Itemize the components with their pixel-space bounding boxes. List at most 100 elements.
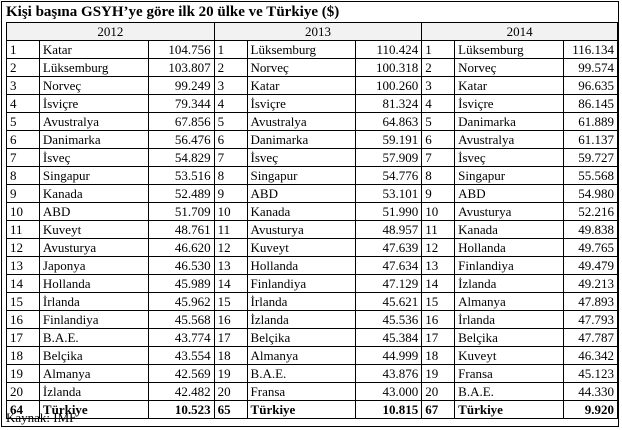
country-cell: Avusturya [246, 220, 357, 239]
country-cell: Almanya [246, 346, 357, 365]
country-cell: Avusturya [38, 238, 149, 257]
table-row: 12 Avusturya 46.620 12 Kuveyt 47.639 12 Holland… [6, 238, 619, 257]
country-cell: Danimarka [246, 130, 357, 149]
year-header: 2014 [421, 22, 618, 41]
value-cell: 53.516 [147, 166, 215, 185]
table-row: 4 İsviçre 79.344 4 İsviçre 81.324 4 İsviçre 86.1… [6, 94, 619, 113]
country-cell: Norveç [454, 58, 564, 77]
value-cell: 45.568 [147, 310, 215, 329]
document-title: Kişi başına GSYH’ye göre ilk 20 ülke ve … [6, 4, 340, 20]
country-cell: İrlanda [454, 310, 564, 329]
rank-cell: 19 [421, 364, 456, 383]
rank-cell: 2 [213, 58, 248, 77]
table-row: 11 Kuveyt 48.761 11 Avusturya 48.957 11 Kanada 4… [6, 220, 619, 239]
table-row: 1 Katar 104.756 1 Lüksemburg 110.424 1 Lüksembu… [6, 40, 619, 59]
country-cell: Avusturya [454, 202, 564, 221]
value-cell: 110.424 [355, 40, 423, 59]
rank-cell: 11 [421, 220, 456, 239]
country-cell: Singapur [454, 166, 564, 185]
value-cell: 43.554 [147, 346, 215, 365]
rank-cell: 17 [6, 328, 40, 347]
country-cell: Avustralya [38, 112, 149, 131]
value-cell: 51.990 [355, 202, 423, 221]
country-cell: Avustralya [246, 112, 357, 131]
rank-cell: 10 [6, 202, 40, 221]
rank-cell: 16 [213, 310, 248, 329]
table-row: 20 İzlanda 42.482 20 Fransa 43.000 20 B.A.E. 44.… [6, 382, 619, 401]
rank-cell: 11 [213, 220, 248, 239]
year-header: 2012 [6, 22, 215, 41]
rank-cell: 5 [421, 112, 456, 131]
value-cell: 45.384 [355, 328, 423, 347]
rank-cell: 6 [421, 130, 456, 149]
value-cell: 53.101 [355, 184, 423, 203]
rank-cell: 8 [6, 166, 40, 185]
rank-cell: 9 [213, 184, 248, 203]
rank-cell: 5 [6, 112, 40, 131]
value-cell: 52.489 [147, 184, 215, 203]
rank-cell: 1 [421, 40, 456, 59]
table-row: 6 Danimarka 56.476 6 Danimarka 59.191 6 Avustra… [6, 130, 619, 149]
source-note: Kaynak: IMF [6, 410, 77, 425]
rank-cell: 17 [213, 328, 248, 347]
value-cell: 43.774 [147, 328, 215, 347]
table-row: 3 Norveç 99.249 3 Katar 100.260 3 Katar 96.635 [6, 76, 619, 95]
table-row: 18 Belçika 43.554 18 Almanya 44.999 18 Kuveyt 46… [6, 346, 619, 365]
value-cell: 42.569 [147, 364, 215, 383]
value-cell: 45.989 [147, 274, 215, 293]
value-cell: 51.709 [147, 202, 215, 221]
rank-cell: 9 [421, 184, 456, 203]
turkey-rank-cell: 65 [213, 400, 248, 419]
table-row: 8 Singapur 53.516 8 Singapur 54.776 8 Singapur 5… [6, 166, 619, 185]
value-cell: 46.342 [562, 346, 619, 365]
value-cell: 54.980 [562, 184, 619, 203]
value-cell: 48.957 [355, 220, 423, 239]
value-cell: 64.863 [355, 112, 423, 131]
turkey-value-cell: 10.523 [147, 400, 215, 419]
rank-cell: 19 [6, 364, 40, 383]
value-cell: 49.838 [562, 220, 619, 239]
table-row: 2 Lüksemburg 103.807 2 Norveç 100.318 2 Norveç 9… [6, 58, 619, 77]
value-cell: 46.530 [147, 256, 215, 275]
rank-cell: 17 [421, 328, 456, 347]
country-cell: Fransa [454, 364, 564, 383]
rank-cell: 13 [6, 256, 40, 275]
value-cell: 61.889 [562, 112, 619, 131]
rank-cell: 16 [421, 310, 456, 329]
rank-cell: 1 [213, 40, 248, 59]
country-cell: Avustralya [454, 130, 564, 149]
table-row: 15 İrlanda 45.962 15 İrlanda 45.621 15 Almanya 4… [6, 292, 619, 311]
value-cell: 54.776 [355, 166, 423, 185]
value-cell: 55.568 [562, 166, 619, 185]
country-cell: Hollanda [454, 238, 564, 257]
value-cell: 86.145 [562, 94, 619, 113]
rank-cell: 14 [421, 274, 456, 293]
value-cell: 49.479 [562, 256, 619, 275]
value-cell: 45.123 [562, 364, 619, 383]
value-cell: 43.000 [355, 382, 423, 401]
country-cell: İrlanda [38, 292, 149, 311]
country-cell: Kuveyt [454, 346, 564, 365]
turkey-value-cell: 9.920 [562, 400, 619, 419]
rank-cell: 1 [6, 40, 40, 59]
value-cell: 116.134 [562, 40, 619, 59]
country-cell: Kuveyt [38, 220, 149, 239]
rank-cell: 12 [421, 238, 456, 257]
value-cell: 56.476 [147, 130, 215, 149]
country-cell: ABD [38, 202, 149, 221]
country-cell: ABD [454, 184, 564, 203]
country-cell: Fransa [246, 382, 357, 401]
country-cell: Japonya [38, 256, 149, 275]
rank-cell: 4 [213, 94, 248, 113]
country-cell: Katar [38, 40, 149, 59]
turkey-rank-cell: 67 [421, 400, 456, 419]
rank-cell: 10 [213, 202, 248, 221]
gdp-ranking-table: 2012 2013 2014 1 Katar 104.756 1 Lüksemburg 1… [6, 22, 619, 419]
rank-cell: 13 [213, 256, 248, 275]
country-cell: İsviçre [246, 94, 357, 113]
table-row: 10 ABD 51.709 10 Kanada 51.990 10 Avusturya 52.2… [6, 202, 619, 221]
country-cell: İzlanda [38, 382, 149, 401]
value-cell: 49.765 [562, 238, 619, 257]
rank-cell: 19 [213, 364, 248, 383]
country-cell: Hollanda [246, 256, 357, 275]
